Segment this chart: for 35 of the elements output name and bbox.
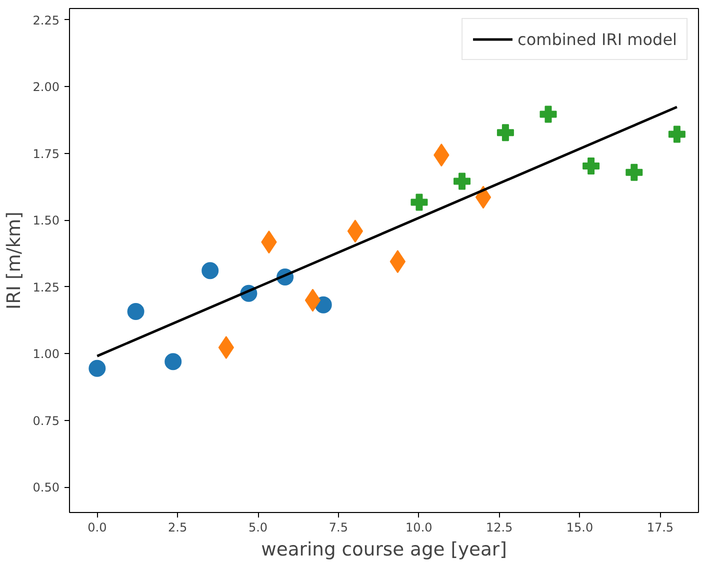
point [582,158,600,174]
point [304,288,321,312]
y-tick-label: 2.25 [32,13,60,28]
y-tick-label: 0.75 [32,414,60,428]
point [454,172,471,190]
point [390,250,406,274]
point [626,164,643,181]
y-tick-label: 2.00 [32,80,60,94]
x-tick-label: 0.0 [88,520,107,534]
x-tick-label: 5.0 [248,520,268,534]
legend-label: combined IRI model [518,30,677,48]
x-tick-label: 2.5 [168,520,188,534]
x-axis-title: wearing course age [year] [261,540,507,560]
y-tick-label: 1.50 [32,214,60,228]
x-tick-label: 17.5 [646,520,674,534]
y-tick-label: 1.75 [32,146,60,161]
point [668,126,686,143]
point [475,186,492,209]
point [496,124,514,142]
y-tick-label: 0.50 [32,480,60,495]
point [218,336,234,360]
x-tick-label: 10.0 [406,520,432,534]
point [540,106,557,123]
point [347,220,364,243]
point [202,262,219,280]
y-axis-title: IRI [m/km] [4,212,25,310]
y-tick-label: 1.25 [32,280,60,294]
point [164,353,182,370]
point [410,194,428,211]
point [88,360,106,377]
y-tick-label: 1.00 [32,347,60,362]
x-tick-label: 12.5 [486,520,513,534]
x-tick-label: 15.0 [566,520,594,534]
x-tick-label: 7.5 [328,520,348,534]
point [127,303,144,320]
